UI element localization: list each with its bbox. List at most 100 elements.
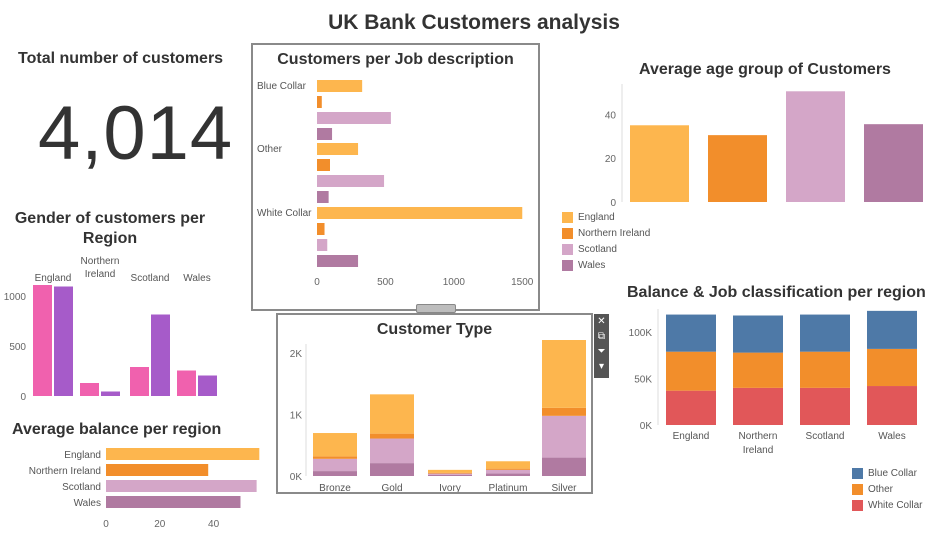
x-tick-label: Bronze bbox=[319, 483, 351, 492]
bar bbox=[317, 175, 385, 187]
bar bbox=[130, 367, 149, 396]
bar-segment bbox=[428, 474, 472, 476]
bar bbox=[106, 496, 241, 508]
close-icon[interactable]: ✕ bbox=[597, 316, 606, 327]
y-tick-label: 40 bbox=[605, 110, 617, 121]
y-tick-label: 500 bbox=[9, 342, 26, 353]
x-tick-label: Wales bbox=[183, 273, 210, 284]
x-tick-label: Ireland bbox=[743, 445, 774, 456]
legend-label: Northern Ireland bbox=[578, 227, 651, 239]
bar-segment bbox=[428, 472, 472, 474]
y-tick-label: 0 bbox=[610, 198, 616, 209]
y-tick-label: 20 bbox=[605, 154, 617, 165]
x-tick-label: 20 bbox=[154, 519, 166, 530]
legend-item-other[interactable]: Other bbox=[852, 481, 922, 497]
bar-segment bbox=[486, 469, 530, 474]
bar bbox=[106, 448, 260, 460]
legend-item-wales[interactable]: Wales bbox=[562, 257, 650, 273]
bar-segment bbox=[428, 469, 472, 473]
bar-segment bbox=[733, 387, 783, 425]
bar bbox=[786, 91, 845, 202]
filter-icon[interactable]: ⏷ bbox=[597, 346, 606, 357]
bar-segment bbox=[370, 463, 414, 476]
bar bbox=[177, 370, 196, 396]
legend-item-scotland[interactable]: Scotland bbox=[562, 241, 650, 257]
bar-segment bbox=[542, 415, 586, 458]
bar-segment bbox=[542, 340, 586, 408]
bar bbox=[864, 124, 923, 202]
bar-segment bbox=[313, 458, 357, 472]
bar bbox=[317, 128, 333, 140]
y-tick-label: Northern Ireland bbox=[29, 466, 101, 477]
legend-swatch bbox=[852, 483, 863, 495]
bar-segment bbox=[666, 390, 716, 425]
y-tick-label: 2K bbox=[290, 349, 303, 360]
x-tick-label: Scotland bbox=[806, 431, 845, 442]
x-tick-label: 0 bbox=[103, 519, 109, 530]
job-chart-frame[interactable]: Customers per Job description bbox=[251, 43, 540, 311]
x-tick-label: Platinum bbox=[489, 483, 528, 492]
x-tick-label: Northern bbox=[739, 431, 778, 442]
bar bbox=[317, 80, 363, 92]
bar bbox=[317, 143, 359, 155]
bar-segment bbox=[800, 351, 850, 388]
bar-segment bbox=[486, 461, 530, 469]
y-tick-label: 0K bbox=[290, 472, 303, 483]
bar-segment bbox=[370, 394, 414, 434]
legend-label: Blue Collar bbox=[868, 467, 917, 479]
region-legend: England Northern Ireland Scotland Wales bbox=[562, 209, 650, 273]
dashboard-title: UK Bank Customers analysis bbox=[328, 11, 620, 34]
bar bbox=[101, 391, 120, 396]
bar-segment bbox=[313, 433, 357, 457]
x-tick-label: Wales bbox=[878, 431, 905, 442]
bar bbox=[54, 286, 73, 396]
bar bbox=[106, 480, 257, 492]
legend-item-northern-ireland[interactable]: Northern Ireland bbox=[562, 225, 650, 241]
x-tick-label: Ivory bbox=[439, 483, 461, 492]
bar-segment bbox=[800, 387, 850, 425]
x-tick-label: Northern bbox=[81, 256, 120, 267]
legend-swatch bbox=[562, 227, 573, 239]
legend-swatch bbox=[562, 211, 573, 223]
customer-type-chart: 0K 1K 2K Bronze Gold Ivory Platinum Silver bbox=[290, 340, 586, 492]
x-tick-label: 40 bbox=[208, 519, 220, 530]
y-tick-label: 100K bbox=[629, 328, 653, 339]
legend-item-white-collar[interactable]: White Collar bbox=[852, 497, 922, 513]
bar-segment bbox=[867, 386, 917, 425]
customer-type-title: Customer Type bbox=[376, 321, 493, 338]
bar bbox=[317, 255, 359, 267]
x-tick-label: England bbox=[35, 273, 72, 284]
y-tick-label: Wales bbox=[74, 498, 101, 509]
x-tick-label: 1500 bbox=[511, 277, 534, 288]
bar-segment bbox=[428, 473, 472, 475]
x-tick-label: 0 bbox=[314, 277, 320, 288]
y-tick-label: 0 bbox=[20, 392, 26, 403]
age-chart: 0 20 40 bbox=[605, 84, 923, 209]
bar bbox=[33, 285, 52, 396]
y-tick-label: 1000 bbox=[4, 292, 27, 303]
legend-item-blue-collar[interactable]: Blue Collar bbox=[852, 465, 922, 481]
legend-swatch bbox=[562, 243, 573, 255]
bar-segment bbox=[733, 315, 783, 353]
more-options-icon[interactable]: ▾ bbox=[598, 361, 605, 372]
resize-grip[interactable] bbox=[416, 304, 456, 313]
balance-job-title: Balance & Job classification per region bbox=[627, 284, 926, 301]
bar-segment bbox=[486, 468, 530, 470]
y-tick-label: Blue Collar bbox=[257, 81, 307, 92]
bar bbox=[317, 207, 523, 219]
viz-toolbar: ✕ ⧉ ⏷ ▾ bbox=[594, 314, 609, 378]
bar-segment bbox=[867, 348, 917, 387]
bar bbox=[106, 464, 209, 476]
legend-item-england[interactable]: England bbox=[562, 209, 650, 225]
age-chart-title: Average age group of Customers bbox=[639, 61, 891, 78]
bar-segment bbox=[867, 310, 917, 349]
bar-segment bbox=[733, 352, 783, 388]
pop-out-icon[interactable]: ⧉ bbox=[597, 331, 606, 342]
bar-segment bbox=[542, 457, 586, 476]
avg-balance-title: Average balance per region bbox=[12, 421, 222, 438]
legend-swatch bbox=[562, 259, 573, 271]
x-tick-label: Ireland bbox=[85, 269, 116, 280]
total-customers-value: 4,014 bbox=[38, 91, 234, 176]
legend-label: Wales bbox=[578, 259, 606, 271]
